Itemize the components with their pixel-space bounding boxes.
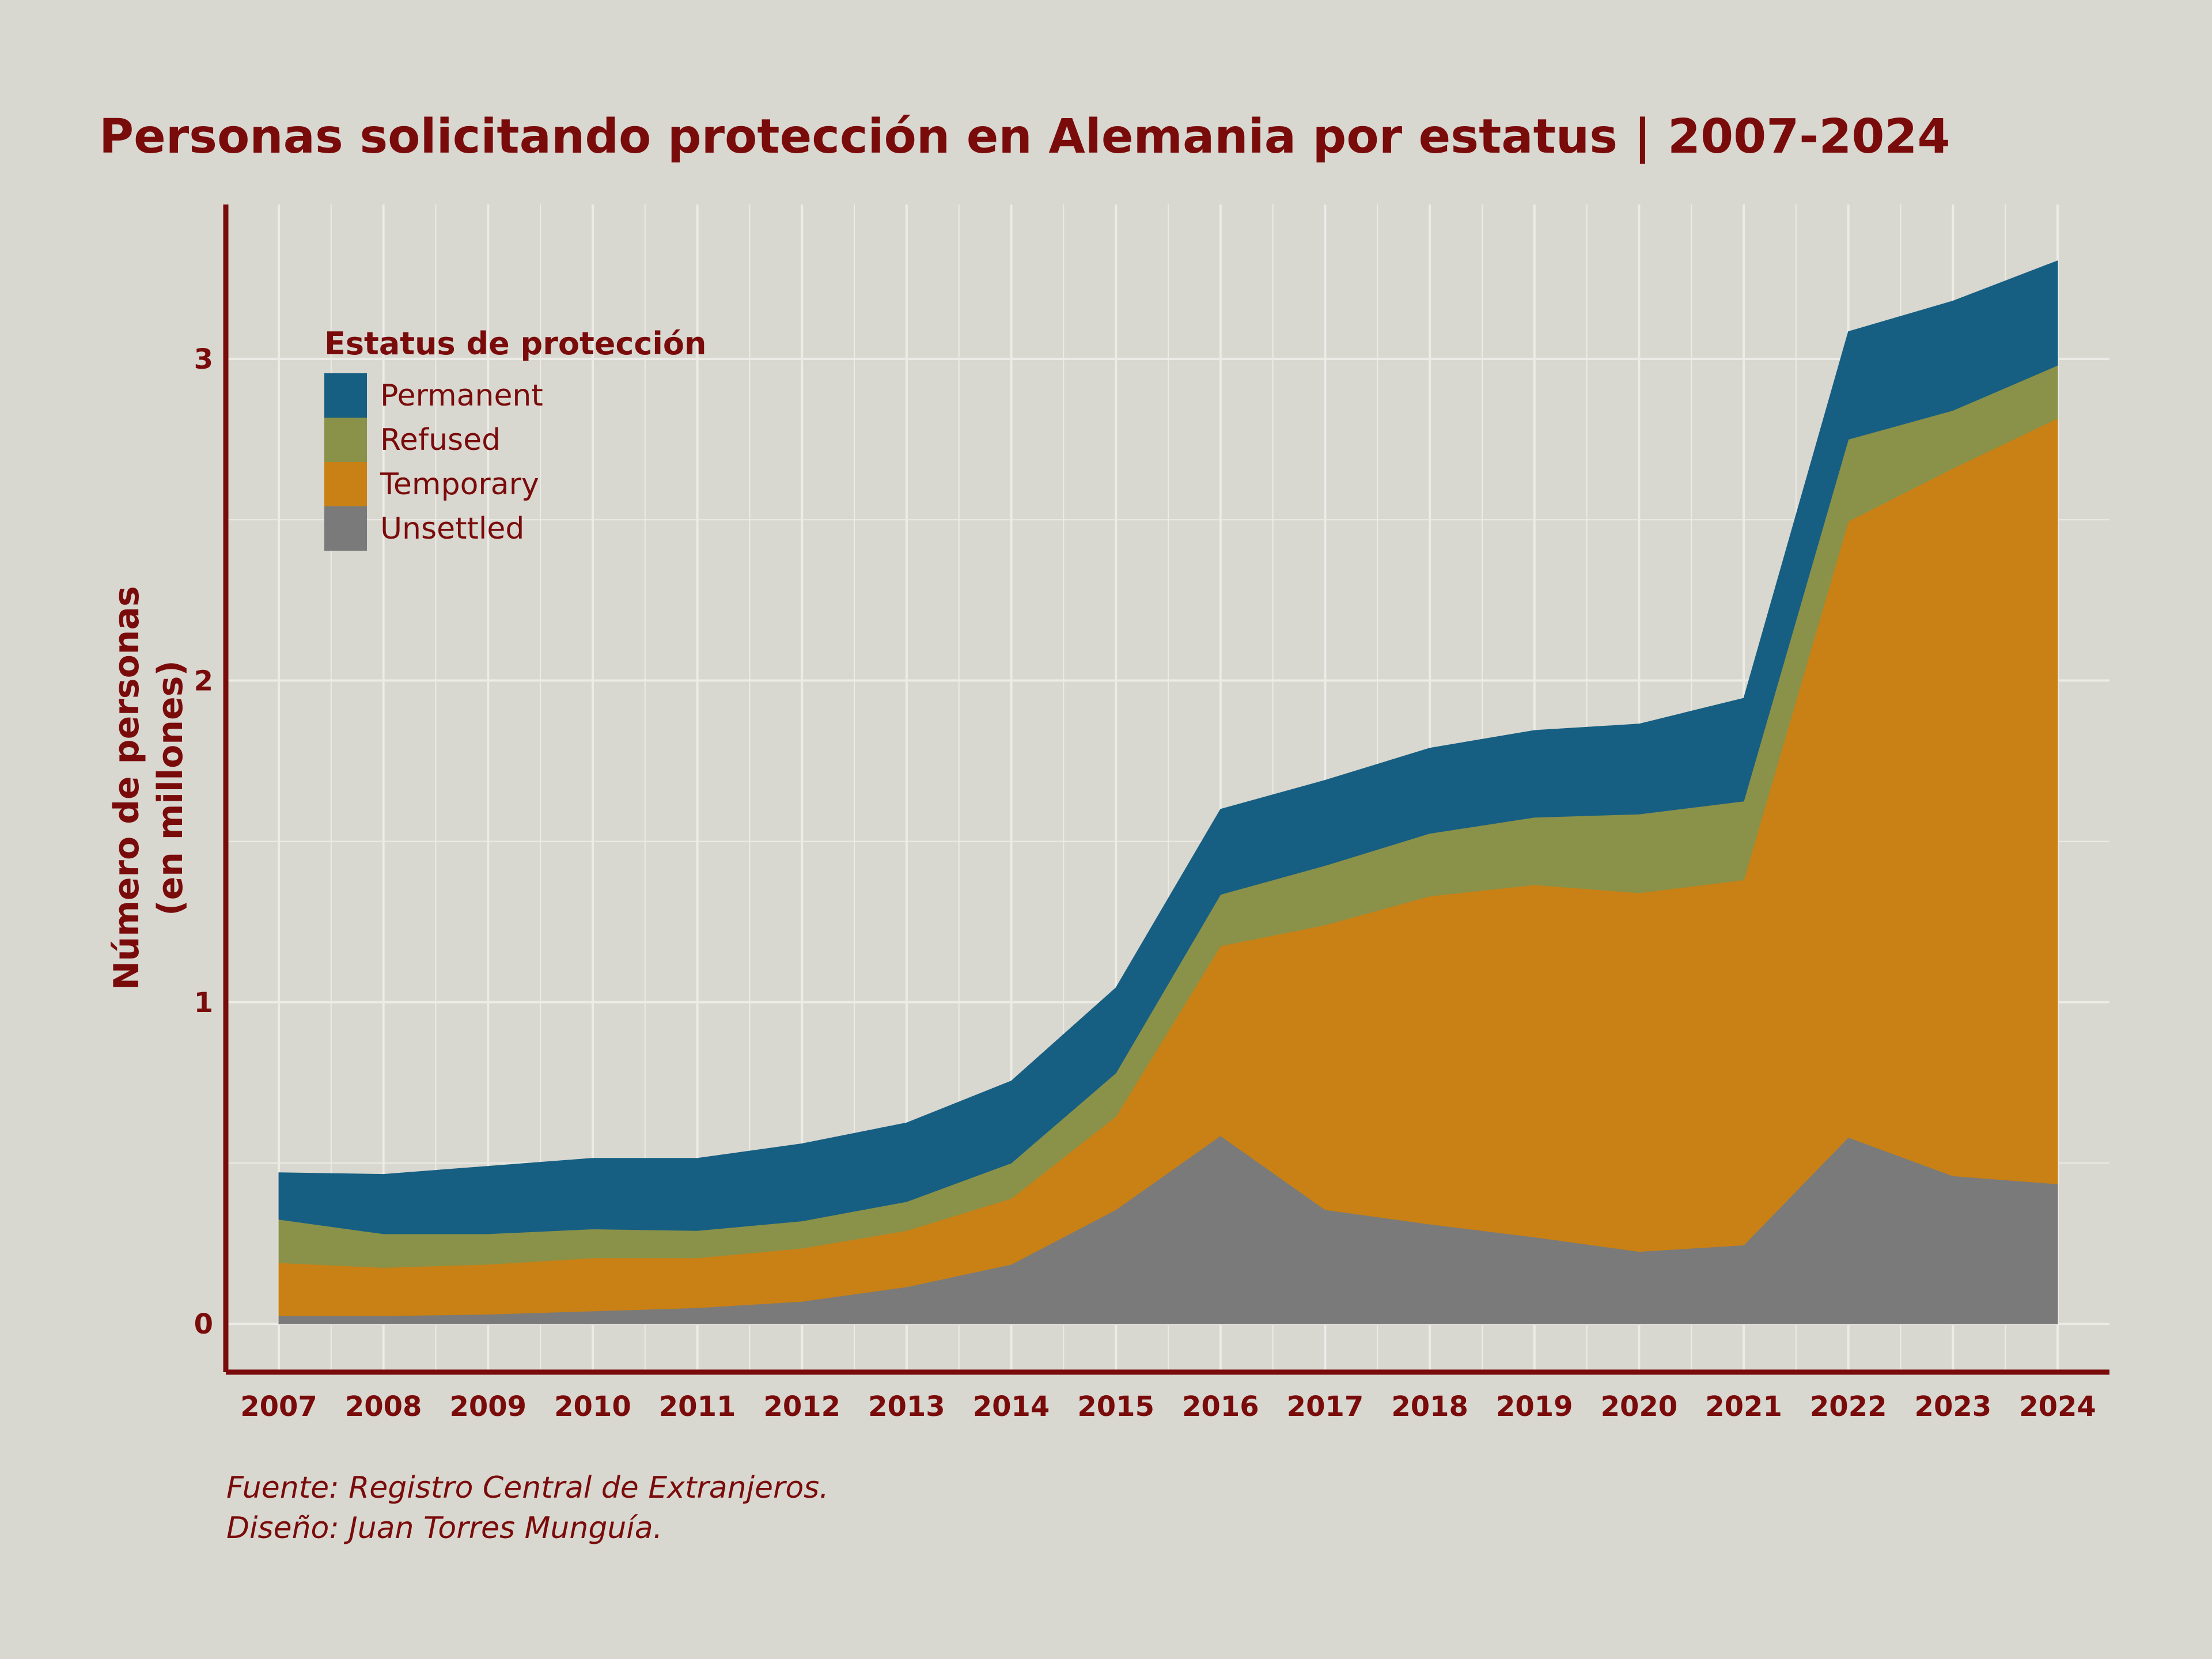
x-tick-label: 2021: [1705, 1391, 1782, 1423]
legend-swatch-temporary: [324, 462, 367, 506]
legend-swatch-refused: [324, 418, 367, 462]
x-tick-label: 2020: [1601, 1391, 1678, 1423]
x-tick-label: 2013: [868, 1391, 945, 1423]
legend: Estatus de protección Permanent Refused Te…: [324, 325, 706, 551]
x-tick-label: 2010: [554, 1391, 631, 1423]
x-tick-label: 2018: [1391, 1391, 1468, 1423]
y-tick-labels: 0 1 2 3: [194, 343, 213, 1340]
area-permanent: [278, 260, 2058, 1234]
y-tick-label: 1: [194, 987, 213, 1019]
design-caption: Diseño: Juan Torres Munguía.: [226, 1511, 662, 1546]
y-axis-title: Número de personas (en millones): [107, 586, 191, 990]
x-tick-label: 2014: [973, 1391, 1050, 1423]
x-tick-label: 2017: [1287, 1391, 1364, 1423]
legend-swatch-permanent: [324, 373, 367, 418]
chart-title: Personas solicitando protección en Alema…: [99, 109, 1950, 165]
x-tick-label: 2015: [1077, 1391, 1154, 1423]
x-tick-label: 2023: [1915, 1391, 1992, 1423]
caption: Fuente: Registro Central de Extranjeros.…: [226, 1471, 829, 1546]
x-tick-label: 2019: [1496, 1391, 1573, 1423]
y-tick-label: 2: [194, 665, 213, 697]
x-tick-labels: 2007 2008 2009 2010 2011 2012 2013 2014 2015 2016…: [240, 1391, 2096, 1423]
y-tick-label: 3: [194, 343, 213, 376]
legend-label-unsettled: Unsettled: [380, 512, 524, 546]
y-axis-title-line1: Número de personas: [107, 586, 147, 990]
area-series: [278, 260, 2058, 1324]
source-caption: Fuente: Registro Central de Extranjeros.: [226, 1471, 829, 1505]
legend-label-refused: Refused: [380, 423, 501, 457]
legend-swatch-unsettled: [324, 506, 367, 551]
x-tick-label: 2016: [1182, 1391, 1259, 1423]
legend-title: Estatus de protección: [324, 325, 706, 362]
x-tick-label: 2007: [240, 1391, 317, 1423]
x-tick-label: 2011: [659, 1391, 736, 1423]
y-axis-title-line2: (en millones): [150, 660, 191, 916]
axes: [223, 204, 2109, 1375]
x-tick-label: 2008: [345, 1391, 422, 1423]
x-tick-label: 2009: [449, 1391, 527, 1423]
x-tick-label: 2012: [763, 1391, 840, 1423]
x-tick-label: 2022: [1810, 1391, 1887, 1423]
legend-label-temporary: Temporary: [380, 467, 539, 502]
x-tick-label: 2024: [2019, 1391, 2096, 1423]
y-tick-label: 0: [194, 1308, 213, 1340]
legend-label-permanent: Permanent: [380, 378, 543, 413]
